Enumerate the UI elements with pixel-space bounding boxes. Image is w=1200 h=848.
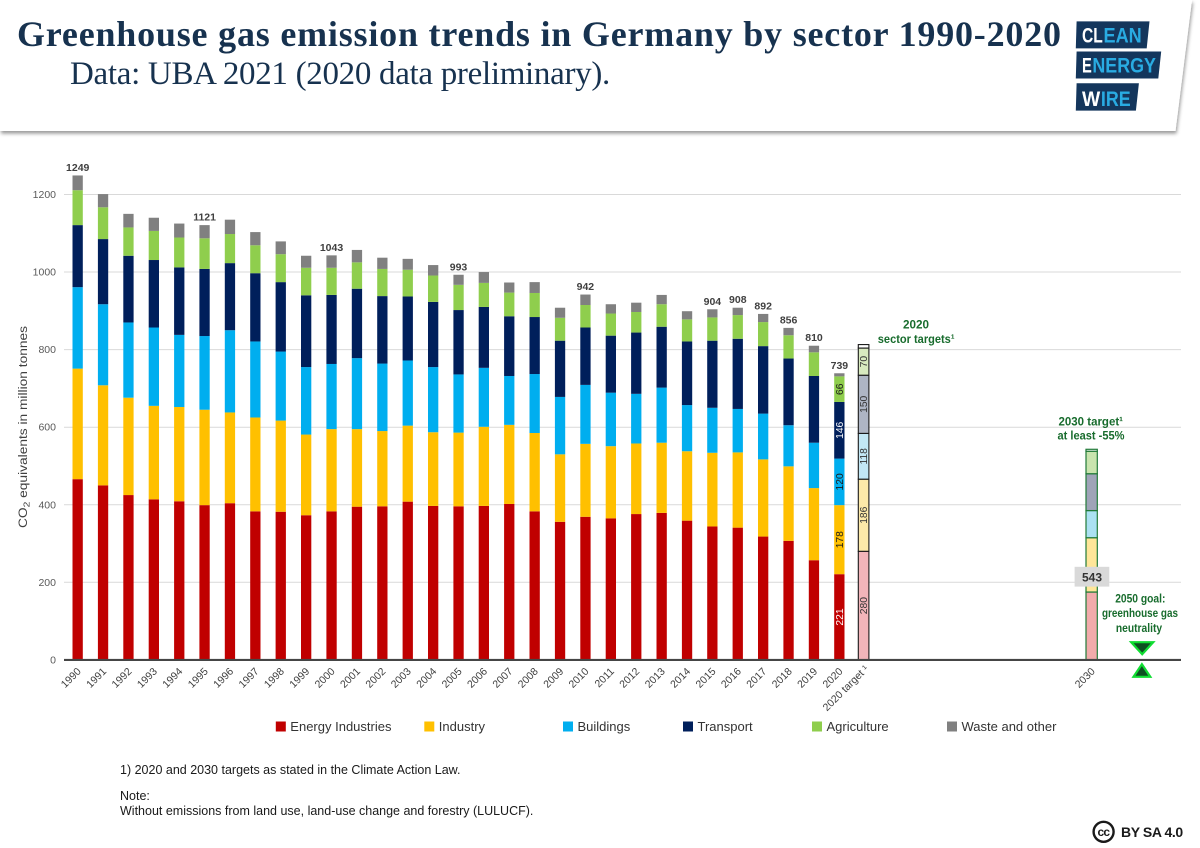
svg-text:Without emissions from land us: Without emissions from land use, land-us… bbox=[120, 804, 533, 818]
svg-text:2020: 2020 bbox=[903, 317, 929, 331]
svg-text:600: 600 bbox=[38, 422, 56, 434]
svg-text:W: W bbox=[1082, 87, 1101, 111]
svg-text:at least -55%: at least -55% bbox=[1058, 429, 1125, 443]
svg-text:1121: 1121 bbox=[193, 212, 216, 224]
svg-text:sector targets¹: sector targets¹ bbox=[878, 332, 955, 346]
svg-text:1000: 1000 bbox=[33, 267, 57, 279]
svg-text:150: 150 bbox=[859, 395, 870, 412]
svg-text:178: 178 bbox=[835, 531, 846, 548]
svg-text:221: 221 bbox=[835, 608, 846, 625]
svg-text:Buildings: Buildings bbox=[578, 719, 631, 734]
svg-text:1043: 1043 bbox=[320, 242, 344, 254]
svg-text:739: 739 bbox=[831, 360, 849, 372]
svg-text:Data: UBA 2021 (2020 data prel: Data: UBA 2021 (2020 data preliminary). bbox=[70, 56, 610, 92]
svg-text:IRE: IRE bbox=[1101, 87, 1131, 111]
svg-text:Waste and other: Waste and other bbox=[962, 719, 1058, 734]
svg-text:810: 810 bbox=[805, 332, 823, 344]
svg-text:2050 goal:: 2050 goal: bbox=[1115, 592, 1165, 606]
svg-text:993: 993 bbox=[450, 261, 468, 273]
svg-text:Industry: Industry bbox=[439, 719, 486, 734]
svg-text:66: 66 bbox=[835, 383, 846, 395]
svg-text:942: 942 bbox=[577, 281, 595, 293]
svg-text:856: 856 bbox=[780, 314, 798, 326]
svg-text:543: 543 bbox=[1082, 571, 1102, 585]
svg-text:CL: CL bbox=[1082, 23, 1103, 47]
svg-text:E: E bbox=[1082, 54, 1092, 78]
svg-text:800: 800 bbox=[38, 344, 56, 356]
svg-text:cc: cc bbox=[1098, 825, 1111, 839]
svg-text:120: 120 bbox=[835, 473, 846, 490]
svg-text:1249: 1249 bbox=[66, 162, 90, 174]
svg-text:neutrality: neutrality bbox=[1116, 621, 1163, 635]
svg-text:118: 118 bbox=[859, 448, 870, 465]
svg-text:BY SA 4.0: BY SA 4.0 bbox=[1121, 824, 1183, 840]
svg-text:greenhouse gas: greenhouse gas bbox=[1102, 606, 1178, 620]
svg-text:400: 400 bbox=[38, 499, 56, 511]
svg-text:EAN: EAN bbox=[1104, 23, 1142, 47]
svg-text:1200: 1200 bbox=[33, 189, 57, 201]
svg-text:280: 280 bbox=[859, 597, 870, 614]
svg-text:Energy Industries: Energy Industries bbox=[290, 719, 392, 734]
svg-text:200: 200 bbox=[38, 577, 56, 589]
svg-text:904: 904 bbox=[704, 296, 722, 308]
svg-text:908: 908 bbox=[729, 294, 747, 306]
svg-text:892: 892 bbox=[754, 300, 772, 312]
svg-text:0: 0 bbox=[50, 654, 56, 666]
svg-text:1) 2020 and 2030 targets as st: 1) 2020 and 2030 targets as stated in th… bbox=[120, 763, 461, 777]
svg-text:Note:: Note: bbox=[120, 789, 150, 803]
svg-text:Greenhouse gas emission trends: Greenhouse gas emission trends in German… bbox=[17, 14, 1062, 54]
svg-text:70: 70 bbox=[859, 356, 870, 368]
svg-text:2030 target¹: 2030 target¹ bbox=[1059, 415, 1124, 429]
svg-text:146: 146 bbox=[835, 421, 846, 438]
svg-text:186: 186 bbox=[859, 506, 870, 523]
svg-text:Agriculture: Agriculture bbox=[827, 719, 889, 734]
svg-text:CO2 equivalents in million ton: CO2 equivalents in million tonnes bbox=[18, 326, 32, 528]
svg-text:NERGY: NERGY bbox=[1092, 54, 1156, 78]
svg-text:Transport: Transport bbox=[698, 719, 754, 734]
